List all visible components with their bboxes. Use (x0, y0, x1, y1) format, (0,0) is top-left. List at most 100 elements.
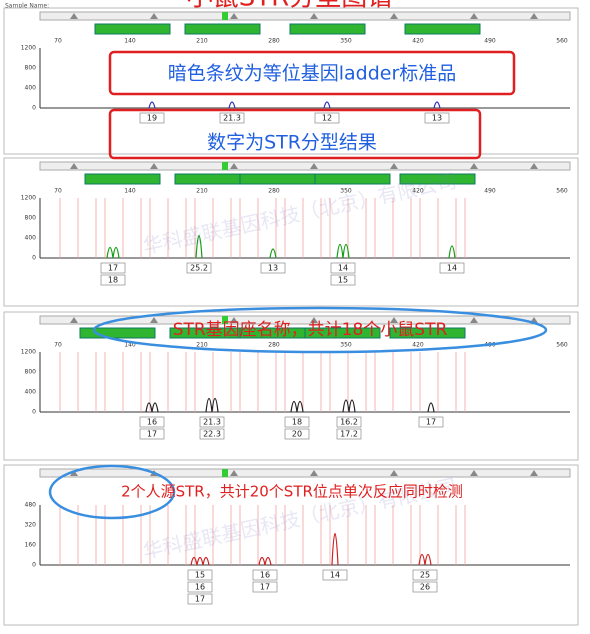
marker-triangle (70, 163, 78, 169)
locus-box (289, 23, 366, 35)
locus-box (239, 173, 316, 185)
marker-triangle (390, 163, 398, 169)
allele-box (252, 581, 278, 593)
x-tick-label: 490 (484, 38, 496, 45)
annotation: 数字为STR分型结果 (207, 132, 377, 154)
allele-box (100, 274, 126, 286)
y-tick-label: 160 (25, 542, 37, 549)
marker-triangle (70, 317, 78, 323)
peak (296, 400, 304, 413)
allele-label: 15 (195, 571, 205, 580)
locus-box (304, 327, 381, 339)
marker-triangle (310, 470, 318, 476)
marker-bar (39, 11, 571, 21)
marker-triangle (390, 470, 398, 476)
marker-triangle (390, 13, 398, 19)
marker-triangle (470, 13, 478, 19)
marker-triangle (150, 163, 158, 169)
locus-box (184, 23, 261, 35)
y-tick-label: 400 (25, 389, 37, 396)
sample-label: Sample Name: (5, 3, 49, 10)
marker-triangle (390, 317, 398, 323)
marker-triangle (530, 470, 538, 476)
marker-triangle (310, 317, 318, 323)
allele-label: 19 (147, 114, 157, 123)
peak (205, 397, 213, 413)
marker-bar (39, 161, 571, 171)
peak (342, 399, 350, 413)
allele-label: 16 (260, 571, 270, 580)
locus-box (84, 173, 161, 185)
y-tick-label: 0 (32, 255, 36, 262)
peak (336, 243, 344, 259)
x-tick-label: 70 (54, 188, 62, 195)
marker-active (222, 469, 228, 477)
allele-box (314, 112, 340, 124)
annotation-ellipse (48, 464, 176, 520)
y-tick-label: 1200 (21, 195, 36, 202)
x-tick-label: 210 (196, 38, 208, 45)
marker-triangle (230, 317, 238, 323)
x-tick-label: 70 (54, 38, 62, 45)
peak (148, 101, 156, 109)
allele-box (252, 569, 278, 581)
peak (151, 402, 159, 413)
marker-active (222, 162, 228, 170)
y-tick-label: 1200 (21, 45, 36, 52)
allele-label: 25.2 (190, 264, 208, 273)
allele-label: 16 (147, 418, 157, 427)
allele-box (100, 262, 126, 274)
peak (418, 553, 426, 566)
allele-box (412, 581, 438, 593)
allele-box (439, 262, 465, 274)
x-tick-label: 560 (556, 38, 568, 45)
marker-triangle (470, 317, 478, 323)
peak (112, 246, 120, 259)
y-tick-label: 800 (25, 369, 37, 376)
allele-box (418, 416, 444, 428)
allele-box (412, 569, 438, 581)
peak (202, 556, 210, 566)
marker-triangle (230, 470, 238, 476)
x-tick-label: 70 (54, 342, 62, 349)
peak (190, 556, 198, 566)
allele-label: 12 (322, 114, 332, 123)
allele-box (219, 112, 245, 124)
annotation-box (108, 108, 482, 160)
marker-triangle (530, 163, 538, 169)
allele-box (139, 416, 165, 428)
annotation: 2个人源STR，共计20个STR位点单次反应同时检测 (121, 483, 463, 501)
allele-label: 18 (292, 418, 302, 427)
marker-triangle (530, 13, 538, 19)
x-tick-label: 420 (412, 342, 424, 349)
x-tick-label: 350 (340, 188, 352, 195)
marker-triangle (230, 163, 238, 169)
peak (448, 245, 456, 259)
peak (258, 556, 266, 566)
y-tick-label: 400 (25, 85, 37, 92)
allele-label: 21.3 (203, 418, 221, 427)
peak (290, 400, 298, 413)
locus-box (399, 173, 476, 185)
allele-label: 16.2 (340, 418, 358, 427)
allele-label: 17 (108, 264, 118, 273)
allele-label: 18 (108, 276, 118, 285)
x-tick-label: 560 (556, 188, 568, 195)
annotation: STR基因座名称，共计18个小鼠STR (173, 320, 448, 340)
x-tick-label: 140 (124, 342, 136, 349)
locus-box (404, 23, 481, 35)
allele-label: 17 (147, 430, 157, 439)
allele-box (139, 428, 165, 440)
marker-triangle (230, 13, 238, 19)
allele-box (187, 593, 213, 605)
peak (211, 397, 219, 413)
marker-triangle (150, 13, 158, 19)
x-tick-label: 560 (556, 342, 568, 349)
allele-label: 14 (338, 264, 348, 273)
peak (196, 556, 204, 566)
x-tick-label: 420 (412, 38, 424, 45)
y-tick-label: 800 (25, 65, 37, 72)
annotation: 暗色条纹为等位基因ladder标准品 (168, 63, 457, 85)
x-tick-label: 140 (124, 188, 136, 195)
allele-label: 14 (447, 264, 457, 273)
